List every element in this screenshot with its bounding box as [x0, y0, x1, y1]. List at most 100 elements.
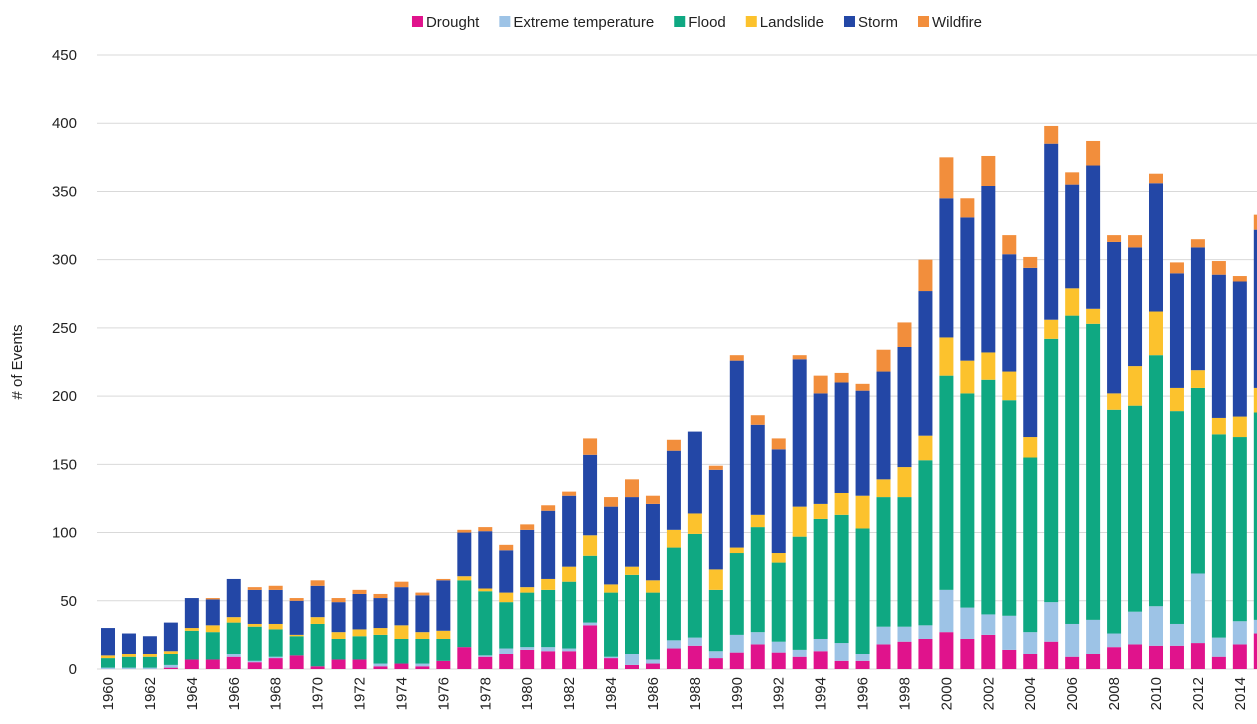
- bar-segment: [1023, 632, 1038, 654]
- x-tick-label: 2002: [980, 677, 997, 710]
- bar-segment: [205, 599, 220, 626]
- bar-segment: [247, 587, 262, 590]
- legend-swatch: [411, 16, 423, 27]
- bar-segment: [1190, 370, 1205, 388]
- bar-segment: [541, 510, 556, 579]
- bar-segment: [310, 585, 325, 618]
- bar-segment: [771, 641, 786, 653]
- bar-segment: [142, 667, 157, 669]
- legend-swatch: [499, 16, 511, 27]
- x-tick-label: 1960: [100, 677, 117, 710]
- bar-segment: [918, 291, 933, 436]
- bar-segment: [981, 634, 996, 669]
- bar-segment: [1149, 311, 1163, 356]
- bar-segment: [520, 649, 535, 669]
- bar-segment: [750, 644, 765, 669]
- bar-segment: [1253, 619, 1257, 634]
- bar-segment: [1149, 183, 1163, 312]
- bar-segment: [1023, 457, 1038, 633]
- bar-segment: [708, 465, 723, 470]
- bar-segment: [1128, 611, 1143, 645]
- bar-segment: [897, 346, 912, 468]
- bar-segment: [666, 648, 681, 669]
- bar-segment: [1253, 412, 1257, 620]
- bar-segment: [1232, 276, 1247, 282]
- bar-segment: [625, 497, 639, 567]
- bar-segment: [918, 638, 933, 669]
- bar-segment: [583, 535, 598, 556]
- x-tick-label: 1966: [226, 677, 243, 710]
- y-tick-label: 450: [52, 47, 77, 64]
- bar-segment: [876, 497, 891, 627]
- bar-segment: [1128, 235, 1143, 248]
- bar-segment: [499, 602, 514, 649]
- bar-segment: [1253, 229, 1257, 388]
- bar-segment: [1065, 656, 1080, 669]
- y-tick-label: 50: [60, 593, 77, 610]
- bar-segment: [1232, 416, 1247, 438]
- bar-segment: [101, 655, 115, 659]
- bar-segment: [457, 529, 472, 533]
- bar-segment: [142, 653, 157, 657]
- bar-segment: [289, 634, 304, 637]
- legend-label: Storm: [858, 14, 898, 31]
- bar-segment: [604, 592, 619, 657]
- y-tick-label: 200: [52, 388, 77, 405]
- bar-segment: [142, 636, 157, 654]
- bar-segment: [855, 383, 870, 391]
- bar-segment: [1232, 644, 1247, 669]
- bar-segment: [729, 547, 744, 554]
- x-tick-label: 1978: [477, 677, 494, 710]
- bar-segment: [876, 479, 891, 498]
- bar-segment: [436, 638, 451, 661]
- bar-segment: [1169, 262, 1184, 274]
- bar-segment: [1065, 288, 1080, 316]
- bar-segment: [1023, 653, 1038, 669]
- bar-segment: [541, 647, 556, 652]
- bar-segment: [1190, 643, 1205, 669]
- bar-segment: [834, 514, 849, 644]
- x-tick-label: 2008: [1106, 677, 1123, 710]
- bar-segment: [1149, 173, 1163, 184]
- bar-segment: [1232, 281, 1247, 417]
- bar-segment: [1023, 256, 1038, 268]
- bar-segment: [163, 651, 178, 654]
- bar-segment: [1044, 143, 1059, 320]
- bar-segment: [583, 625, 598, 669]
- bar-segment: [1065, 315, 1080, 624]
- bar-segment: [226, 656, 241, 669]
- bar-segment: [1065, 623, 1080, 657]
- bar-segment: [750, 415, 765, 425]
- bar-segment: [583, 622, 598, 626]
- legend-swatch: [745, 16, 757, 27]
- bar-segment: [939, 337, 954, 376]
- bar-segment: [918, 435, 933, 461]
- bar-segment: [625, 653, 639, 665]
- bar-segment: [541, 589, 556, 648]
- bar-segment: [939, 198, 954, 338]
- bar-segment: [729, 652, 744, 669]
- bar-segment: [1086, 140, 1101, 166]
- bar-segment: [1002, 649, 1017, 669]
- bar-segment: [729, 553, 744, 635]
- bar-segment: [499, 653, 514, 669]
- y-tick-label: 300: [52, 252, 77, 269]
- bar-segment: [247, 623, 262, 627]
- bar-segment: [499, 544, 514, 551]
- bar-segment: [1253, 387, 1257, 413]
- bar-segment: [352, 636, 367, 660]
- bar-segment: [1211, 261, 1226, 275]
- bar-segment: [1044, 319, 1059, 339]
- bar-segment: [708, 469, 723, 570]
- bar-segment: [939, 589, 954, 633]
- bar-segment: [415, 595, 430, 633]
- bar-segment: [562, 495, 577, 567]
- bar-segment: [1211, 656, 1226, 669]
- bar-segment: [520, 524, 535, 530]
- bar-segment: [708, 589, 723, 652]
- y-axis-label: # of Events: [9, 324, 26, 399]
- bar-segment: [687, 513, 702, 534]
- bar-segment: [1107, 241, 1122, 394]
- bar-segment: [583, 555, 598, 623]
- bar-segment: [352, 629, 367, 637]
